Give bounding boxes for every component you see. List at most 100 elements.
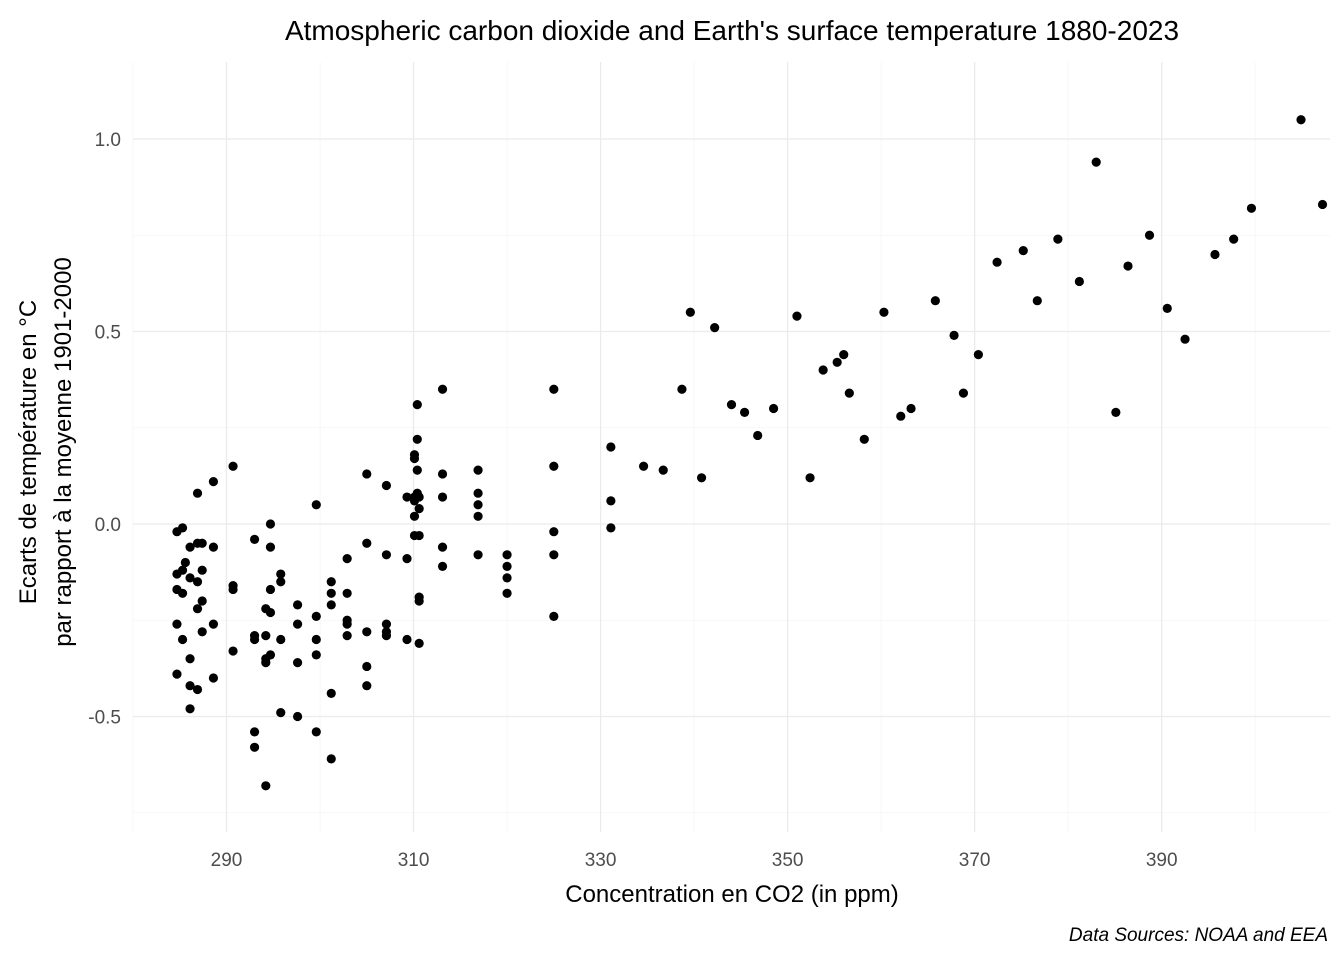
data-point <box>412 465 422 475</box>
data-point <box>437 542 448 552</box>
data-point <box>473 465 483 475</box>
data-point <box>402 634 412 645</box>
data-point <box>502 561 512 571</box>
data-point <box>265 519 276 529</box>
y-tick-label: 0.0 <box>95 515 121 536</box>
data-point <box>342 588 352 598</box>
y-axis-title: Ecarts de température en °C par rapport … <box>15 257 77 647</box>
data-point <box>818 365 828 375</box>
data-point <box>710 323 720 333</box>
data-point <box>276 708 286 718</box>
data-point <box>185 573 195 583</box>
data-point <box>292 711 303 722</box>
data-point <box>549 550 559 560</box>
data-point <box>502 550 512 560</box>
data-point <box>249 727 260 737</box>
data-point <box>208 619 219 629</box>
data-point <box>276 577 286 587</box>
data-point <box>768 403 779 414</box>
data-point <box>753 430 763 441</box>
data-point <box>362 661 372 672</box>
data-point <box>1180 334 1190 344</box>
data-point <box>549 527 559 537</box>
x-tick-label: 370 <box>959 850 991 871</box>
data-point <box>362 627 372 637</box>
data-point <box>1144 230 1155 240</box>
data-point <box>832 357 842 367</box>
data-point <box>362 681 372 691</box>
data-point <box>896 411 906 421</box>
x-tick-label: 310 <box>398 850 430 871</box>
data-point <box>311 650 321 660</box>
data-point <box>473 488 483 498</box>
data-point <box>326 754 336 764</box>
data-point <box>1317 199 1328 210</box>
data-point <box>606 442 616 452</box>
data-point <box>685 307 695 317</box>
data-point <box>606 523 616 533</box>
data-point <box>265 607 276 618</box>
x-tick-label: 330 <box>585 850 617 871</box>
x-axis-title: Concentration en CO2 (in ppm) <box>565 881 899 908</box>
data-point <box>949 330 959 340</box>
data-point <box>326 588 336 598</box>
data-point <box>1091 157 1101 167</box>
data-point <box>381 480 392 491</box>
data-point <box>261 658 271 668</box>
y-tick-labels: -0.5 0.0 0.5 1.0 <box>88 130 121 729</box>
data-point <box>859 434 869 444</box>
data-point <box>879 307 889 317</box>
data-point <box>1162 303 1172 313</box>
data-point <box>311 611 321 622</box>
data-sources-caption: Data Sources: NOAA and EEA <box>1069 925 1328 946</box>
data-point <box>381 550 392 560</box>
x-tick-label: 350 <box>772 850 804 871</box>
data-point <box>696 473 707 483</box>
data-point <box>177 565 188 575</box>
data-point <box>844 388 854 398</box>
data-point <box>473 511 483 521</box>
data-point <box>197 596 207 606</box>
data-point <box>249 742 260 752</box>
data-point <box>381 631 392 641</box>
data-point <box>208 477 219 487</box>
data-point <box>197 565 207 575</box>
data-point <box>342 554 352 564</box>
data-point <box>1296 115 1306 125</box>
x-tick-label: 390 <box>1146 850 1178 871</box>
data-point <box>192 577 203 587</box>
data-point <box>1074 276 1084 287</box>
data-point <box>292 600 303 610</box>
data-point <box>172 619 182 629</box>
data-point <box>1018 246 1028 256</box>
data-point <box>906 403 916 414</box>
data-point <box>326 577 336 587</box>
data-point <box>549 461 559 471</box>
data-point <box>412 434 422 444</box>
data-point <box>177 523 188 533</box>
data-point <box>792 311 802 321</box>
data-point <box>276 634 286 645</box>
data-point <box>1123 261 1133 271</box>
data-point <box>261 631 271 641</box>
data-point <box>414 492 424 502</box>
data-point <box>437 492 448 502</box>
data-point <box>402 492 412 502</box>
data-point <box>414 638 424 648</box>
data-point <box>409 453 420 464</box>
data-point <box>437 384 448 394</box>
data-point <box>326 600 336 610</box>
data-point <box>185 542 195 552</box>
y-tick-label: 0.5 <box>95 323 121 344</box>
data-point <box>409 511 420 521</box>
data-point <box>192 684 203 695</box>
chart-title: Atmospheric carbon dioxide and Earth's s… <box>285 15 1179 46</box>
data-point <box>228 461 238 471</box>
data-point <box>362 538 372 548</box>
data-point <box>311 500 321 510</box>
data-point <box>805 473 815 483</box>
y-tick-label: 1.0 <box>95 130 121 151</box>
data-point <box>437 469 448 479</box>
data-point <box>502 573 512 583</box>
